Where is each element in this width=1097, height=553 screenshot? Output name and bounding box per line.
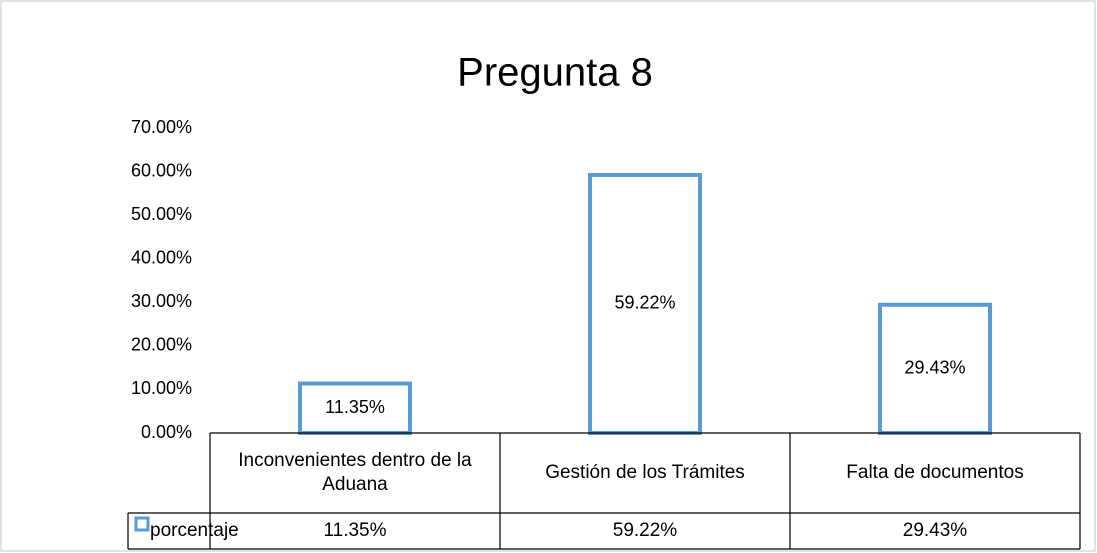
category-label: Inconvenientes dentro de la Aduana — [238, 450, 472, 495]
y-tick-label: 60.00% — [131, 160, 192, 180]
data-label: 29.43% — [904, 358, 965, 378]
y-tick-label: 40.00% — [131, 247, 192, 267]
chart-title: Pregunta 8 — [457, 51, 653, 95]
table-value: 59.22% — [612, 520, 678, 541]
data-label: 11.35% — [325, 397, 385, 417]
y-tick-label: 0.00% — [141, 422, 192, 442]
bar — [878, 302, 992, 435]
y-tick-label: 30.00% — [131, 291, 192, 311]
legend-marker — [134, 516, 150, 532]
y-tick-label: 20.00% — [131, 335, 192, 355]
category-label: Gestión de los Trámites — [545, 462, 745, 483]
table-value: 29.43% — [902, 520, 968, 541]
y-tick-label: 50.00% — [131, 204, 192, 224]
category-label: Falta de documentos — [846, 462, 1024, 483]
y-tick-label: 10.00% — [131, 378, 192, 398]
y-tick-label: 70.00% — [131, 117, 192, 137]
data-label: 59.22% — [614, 293, 675, 313]
legend-label: porcentaje — [150, 520, 239, 541]
table-value: 11.35% — [323, 520, 387, 541]
bar — [588, 172, 702, 435]
